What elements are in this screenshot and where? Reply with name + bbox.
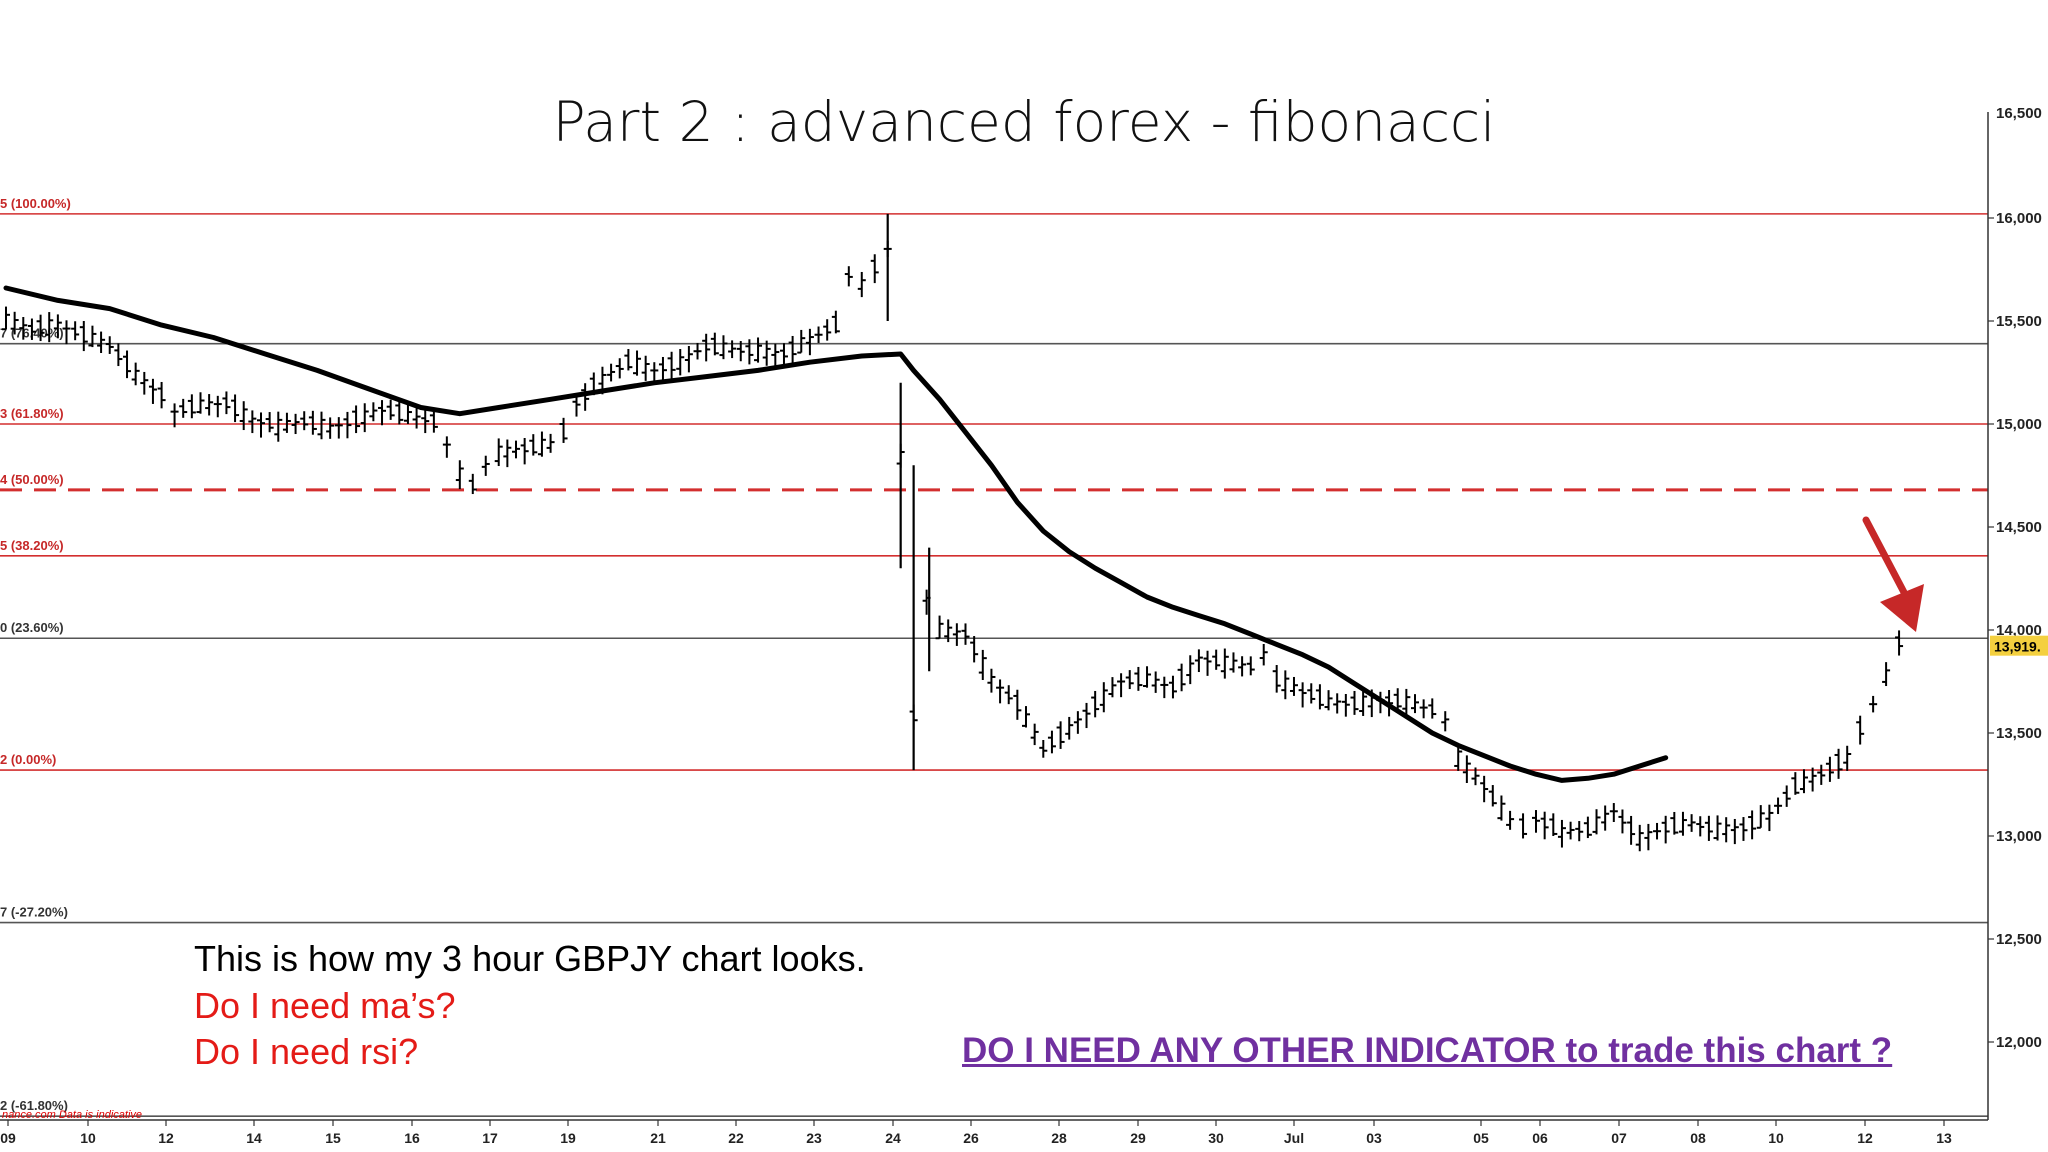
last-price-tag [1990,635,2048,656]
x-tick-label: 15 [325,1130,341,1146]
y-tick-label-top: 16,500 [1996,105,2042,122]
x-tick-label: Jul [1284,1130,1304,1146]
fib-label-8: 2 (-61.80%) [0,1098,68,1113]
axes: 12,000 12,500 13,000 13,500 14,000 14,500 15,0… [0,105,2042,1146]
price-bars [2,213,1904,852]
x-tick-label: 26 [963,1130,979,1146]
fib-label-7: 7 (-27.20%) [0,905,68,920]
fib-label-4: 5 (38.20%) [0,538,64,553]
x-tick-label: 07 [1611,1130,1627,1146]
x-tick-label: 09 [0,1130,16,1146]
fib-label-5: 0 (23.60%) [0,620,64,635]
y-tick-label: 12,500 [1996,931,2042,948]
arrow-head [1880,584,1924,632]
x-tick-label: 13 [1936,1130,1952,1146]
x-tick-label: 22 [728,1130,744,1146]
x-tick-label: 23 [806,1130,822,1146]
source-note: nance.com Data is indicative [2,1109,142,1121]
moving-average [3,285,1669,783]
x-tick-label: 14 [246,1130,262,1146]
last-price-label: 13,919. [1994,639,2041,655]
x-tick-label: 29 [1130,1130,1146,1146]
fib-label-3: 4 (50.00%) [0,472,64,487]
y-tick-label: 13,500 [1996,725,2042,742]
y-tick-label: 13,000 [1996,828,2042,845]
x-tick-label: 19 [560,1130,576,1146]
x-tick-label: 12 [1857,1130,1873,1146]
fibonacci-levels: 5 (100.00%)7 (76.40%)3 (61.80%)4 (50.00%… [0,196,1988,1117]
y-tick-label: 12,000 [1996,1034,2042,1051]
caption-chart-description: This is how my 3 hour GBPJY chart looks. [194,938,866,979]
fib-label-0: 5 (100.00%) [0,196,71,211]
x-tick-label: 06 [1532,1130,1548,1146]
x-tick-label: 24 [885,1130,901,1146]
x-tick-label: 28 [1051,1130,1067,1146]
x-tick-label: 16 [404,1130,420,1146]
caption-question-rsi: Do I need rsi? [194,1031,419,1072]
x-tick-label: 17 [482,1130,498,1146]
caption-question-ma: Do I need ma’s? [194,985,456,1026]
x-tick-label: 10 [1768,1130,1784,1146]
y-tick-label: 15,500 [1996,313,2042,330]
x-tick-label: 08 [1690,1130,1706,1146]
x-tick-label: 12 [158,1130,174,1146]
fib-label-6: 2 (0.00%) [0,752,56,767]
slide-title: Part 2 : advanced forex - fibonacci [552,90,1496,154]
y-tick-label: 14,500 [1996,519,2042,536]
x-tick-label: 05 [1473,1130,1489,1146]
y-tick-label: 14,000 [1996,622,2042,639]
moving-average-line [3,285,1669,783]
x-tick-label: 03 [1366,1130,1382,1146]
x-tick-label: 30 [1208,1130,1224,1146]
annotations: 13,919. nance.com Data is indicative [2,516,2048,1121]
y-tick-label: 16,000 [1996,210,2042,227]
indicator-question: DO I NEED ANY OTHER INDICATOR to trade t… [962,1031,1893,1070]
arrow-shaft [1862,516,1912,604]
x-tick-label: 21 [650,1130,666,1146]
y-tick-label: 15,000 [1996,416,2042,433]
fib-label-2: 3 (61.80%) [0,406,64,421]
x-tick-label: 10 [80,1130,96,1146]
